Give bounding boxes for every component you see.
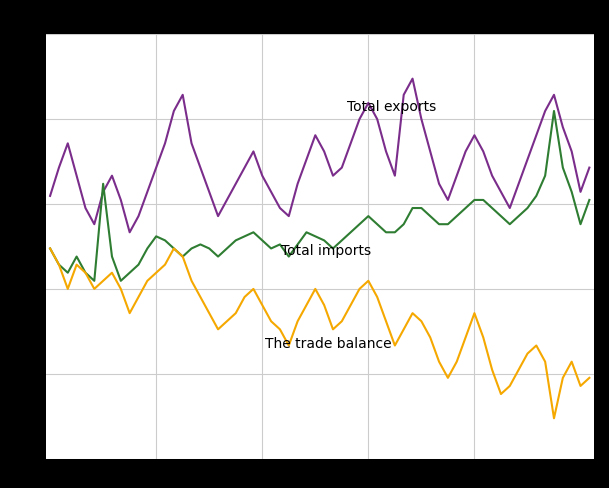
Text: Total exports: Total exports [347, 100, 437, 114]
Text: The trade balance: The trade balance [265, 337, 392, 351]
Text: Total imports: Total imports [281, 244, 371, 258]
